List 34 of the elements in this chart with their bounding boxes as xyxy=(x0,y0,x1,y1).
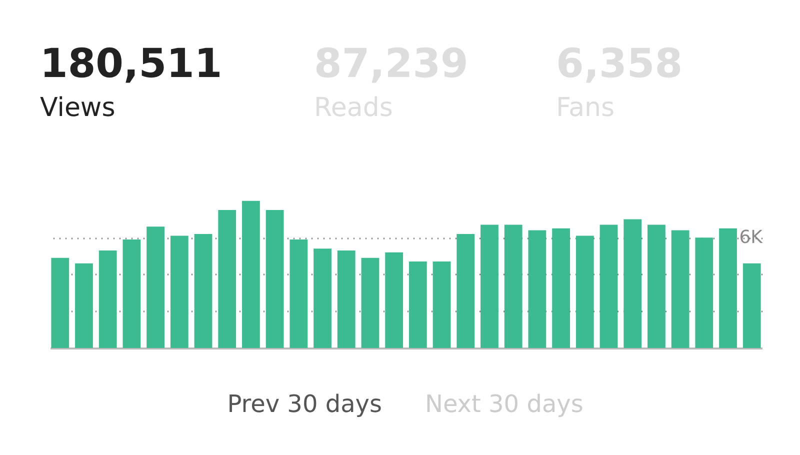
bar xyxy=(266,210,284,348)
y-tick-label: 6K xyxy=(739,227,764,248)
bar xyxy=(456,234,475,348)
bar xyxy=(194,234,212,348)
bar xyxy=(408,262,427,348)
bar xyxy=(242,200,260,348)
bar xyxy=(337,250,356,348)
bar xyxy=(648,224,666,348)
bar xyxy=(218,210,236,348)
bar xyxy=(170,236,188,348)
bar xyxy=(624,219,642,348)
bar xyxy=(290,239,308,348)
text: Views xyxy=(40,93,116,123)
bar xyxy=(361,258,380,348)
text: Prev 30 days xyxy=(227,390,382,418)
bar xyxy=(552,228,570,348)
text: 180,511 xyxy=(40,41,222,87)
bar xyxy=(385,252,404,348)
bar xyxy=(122,239,141,348)
bar xyxy=(75,263,93,348)
bar xyxy=(432,262,451,348)
bar xyxy=(146,226,164,348)
bar xyxy=(600,224,618,348)
bar xyxy=(51,258,70,348)
bar xyxy=(480,224,498,348)
bar xyxy=(719,228,737,348)
bar xyxy=(98,250,117,348)
bar xyxy=(504,224,522,348)
bar xyxy=(528,230,546,348)
bar xyxy=(742,263,761,348)
bar xyxy=(576,236,594,348)
bar xyxy=(314,248,332,348)
bar xyxy=(671,230,690,348)
bar xyxy=(695,238,714,348)
